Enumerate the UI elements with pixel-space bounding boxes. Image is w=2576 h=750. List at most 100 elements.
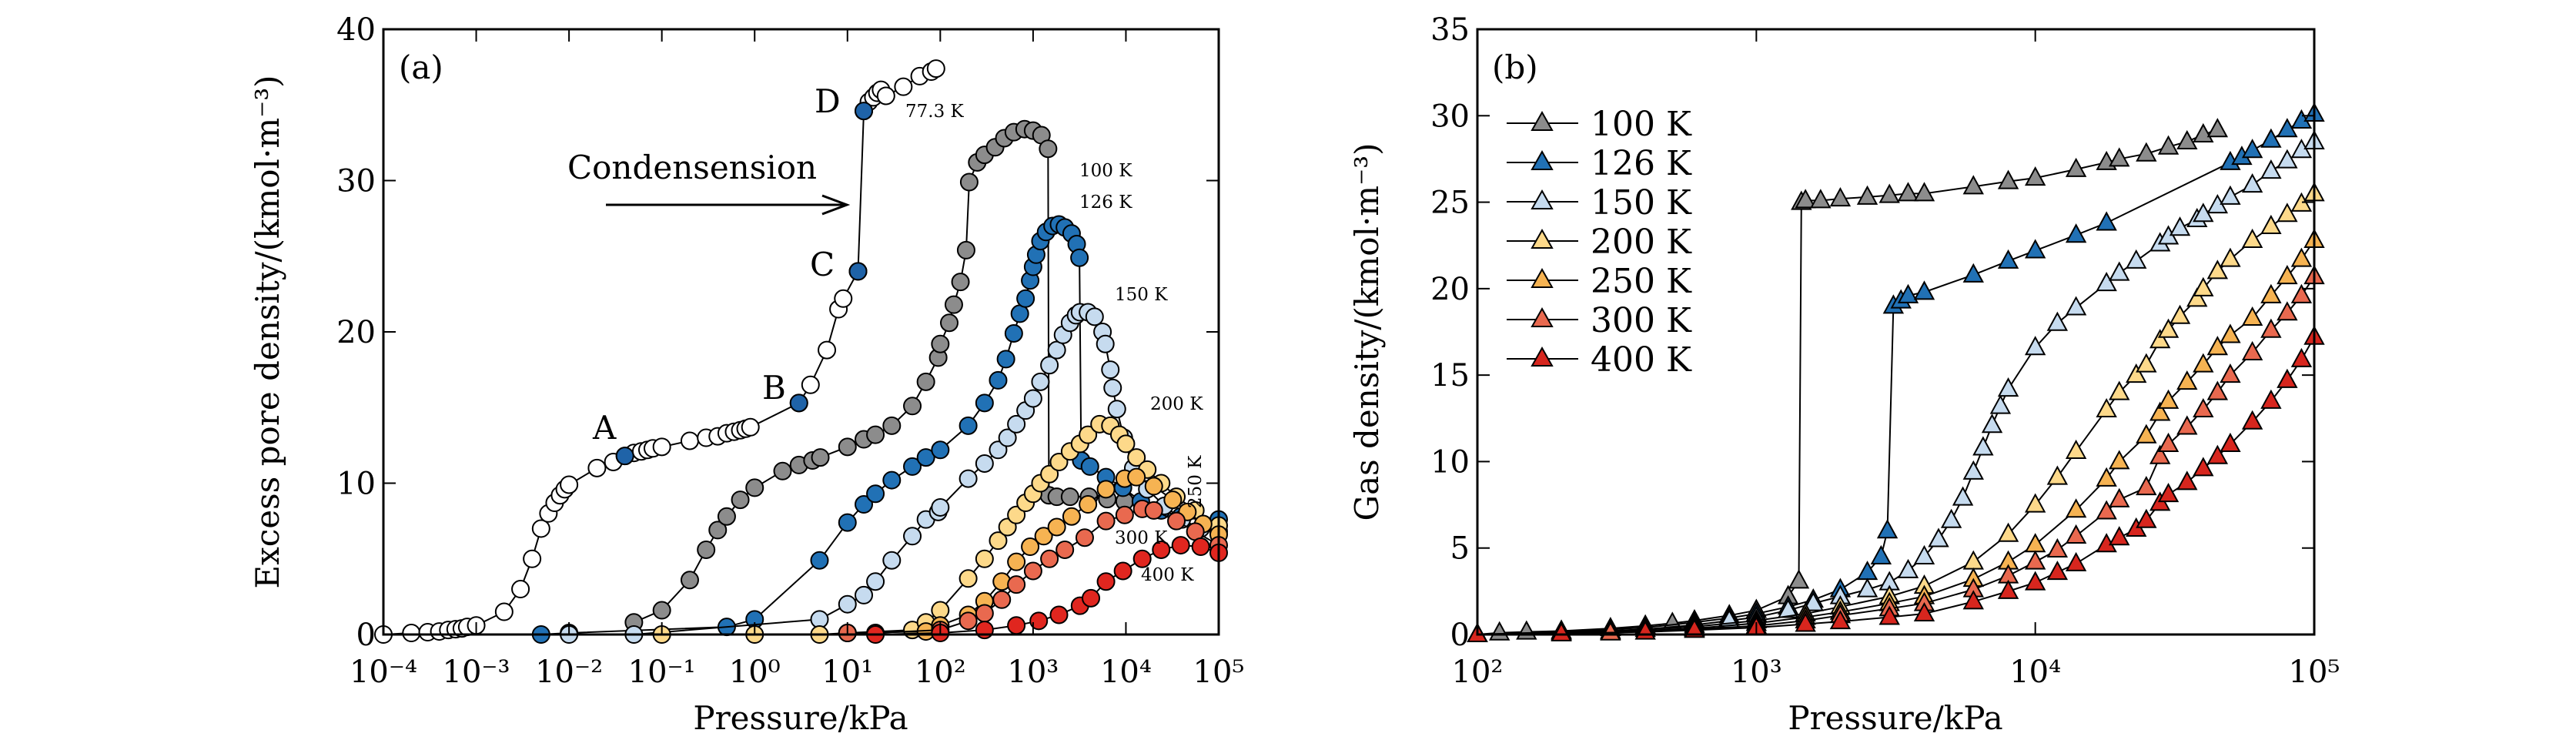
data-point — [2096, 272, 2117, 292]
data-point — [2260, 214, 2282, 235]
data-point — [989, 370, 1008, 390]
data-point — [708, 521, 728, 540]
data-point — [1802, 591, 1824, 611]
x-tick-label: 10³ — [1007, 655, 1059, 690]
data-point — [958, 569, 978, 588]
data-point — [2136, 353, 2157, 373]
legend-label: 200 K — [1591, 223, 1692, 262]
data-point — [1981, 414, 2003, 434]
data-point — [1016, 289, 1035, 308]
curve-label-150k: 150 K — [1115, 285, 1168, 305]
data-point — [2024, 336, 2046, 356]
data-point — [2206, 380, 2229, 400]
curve-label-77k: 77.3 K — [905, 102, 965, 122]
curve-label-300k: 300 K — [1115, 528, 1168, 548]
data-point — [958, 416, 978, 435]
data-point — [2065, 551, 2087, 571]
data-point — [811, 448, 830, 467]
chart-a-plot-area — [374, 59, 1228, 644]
data-point — [2149, 444, 2171, 464]
data-point — [2206, 259, 2229, 280]
highlighted-point — [855, 102, 874, 121]
highlighted-point — [789, 393, 808, 413]
data-point — [2260, 159, 2282, 179]
data-point — [402, 624, 421, 643]
data-point — [1113, 561, 1132, 581]
data-point — [2169, 216, 2191, 236]
y-tick-label: 0 — [356, 618, 376, 653]
data-point — [1070, 248, 1089, 267]
data-point — [652, 601, 671, 620]
x-tick-label: 10⁻² — [535, 655, 603, 690]
data-point — [2260, 318, 2282, 338]
data-point — [996, 350, 1015, 369]
data-point — [2241, 228, 2263, 248]
x-tick-label: 10⁴ — [2009, 655, 2061, 690]
data-point — [1047, 517, 1066, 537]
data-point — [2193, 122, 2214, 142]
legend-item: 126 K — [1507, 144, 1692, 183]
point-label-b: B — [762, 369, 786, 407]
data-point — [1023, 389, 1042, 408]
x-tick-label: 10⁻³ — [443, 655, 510, 690]
data-point — [1163, 491, 1183, 510]
data-point — [926, 59, 945, 79]
legend-item: 200 K — [1507, 223, 1692, 262]
data-point — [2260, 283, 2282, 303]
x-tick-label: 10¹ — [821, 655, 873, 690]
data-point — [2136, 424, 2157, 444]
data-point — [810, 551, 829, 570]
data-point — [2065, 223, 2087, 243]
data-point — [1795, 612, 1816, 632]
legend-item: 150 K — [1507, 183, 1692, 223]
highlighted-point — [848, 262, 868, 281]
y-tick-label: 10 — [336, 467, 376, 502]
data-point — [1007, 505, 1026, 524]
data-point — [2277, 368, 2298, 388]
data-point — [1034, 527, 1053, 546]
data-point — [834, 289, 853, 308]
x-tick-label: 10⁻⁴ — [350, 655, 417, 690]
data-point — [1997, 579, 2019, 599]
data-point — [801, 375, 820, 394]
data-point — [1101, 360, 1120, 380]
data-point — [2241, 173, 2263, 193]
data-point — [523, 549, 542, 568]
data-point — [838, 594, 857, 614]
data-point — [2157, 318, 2180, 338]
data-point — [1007, 616, 1026, 635]
data-point — [1777, 598, 1799, 618]
data-point — [1079, 495, 1098, 514]
data-point — [2260, 389, 2282, 409]
y-tick-label: 20 — [336, 315, 376, 350]
data-point — [2126, 249, 2147, 269]
legend-label: 150 K — [1591, 183, 1692, 223]
data-point — [2277, 265, 2298, 285]
legend-triangle-icon — [1531, 346, 1554, 367]
legend-triangle-icon — [1531, 110, 1554, 131]
data-point — [1829, 186, 1852, 207]
data-point — [838, 513, 857, 532]
chart-a: 10⁻⁴ 10⁻³ 10⁻² 10⁻¹ 10⁰ 10¹ 10² 10³ 10⁴ 10⁵ 0 10 20 3… — [249, 12, 1244, 737]
data-point — [2241, 139, 2263, 159]
data-point — [989, 531, 1008, 551]
y-tick-label: 25 — [1430, 186, 1470, 221]
legend-triangle-icon — [1531, 228, 1554, 249]
data-point — [1075, 528, 1094, 547]
data-point — [855, 495, 874, 514]
data-point — [1997, 249, 2019, 269]
data-point — [2157, 483, 2180, 503]
legend-triangle-icon — [1531, 149, 1554, 170]
data-point — [1007, 414, 1026, 434]
data-point — [2149, 329, 2171, 349]
data-point — [1107, 400, 1126, 419]
data-point — [1829, 610, 1852, 630]
data-point — [931, 334, 950, 353]
data-point — [511, 580, 530, 599]
data-point — [1876, 519, 1899, 539]
data-point — [2136, 476, 2157, 496]
x-tick-label: 10⁰ — [729, 655, 781, 690]
data-point — [1856, 578, 1878, 598]
